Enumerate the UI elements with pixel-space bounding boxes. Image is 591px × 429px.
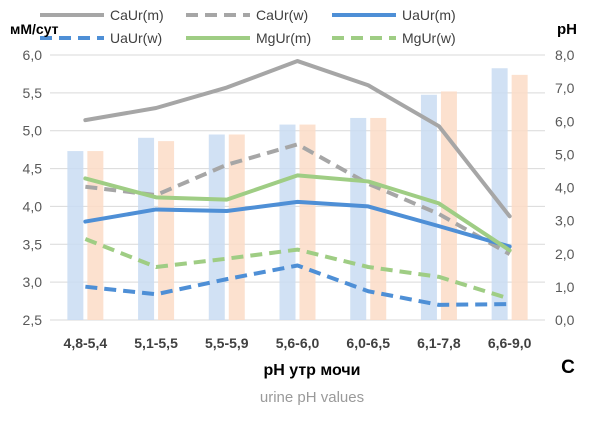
y-left-tick-label: 4,5: [23, 161, 43, 177]
x-tick-label: 5,5-5,9: [205, 335, 249, 351]
y-right-tick-label: 3,0: [555, 213, 575, 229]
y-left-tick-label: 5,5: [23, 85, 43, 101]
bar: [511, 74, 528, 320]
bar: [87, 151, 104, 320]
y-left-tick-label: 5,0: [23, 123, 43, 139]
bar: [299, 124, 316, 320]
y-left-tick-label: 4,0: [23, 198, 43, 214]
series-line: [83, 199, 512, 249]
legend-label: UaUr(w): [110, 30, 162, 46]
y-left-unit-label: мМ/сут: [10, 21, 59, 37]
series-lines: [83, 59, 512, 307]
y-right-tick-label: 4,0: [555, 180, 575, 196]
y-left-tick-label: 3,0: [23, 274, 43, 290]
bars: [67, 68, 528, 320]
series-line: [83, 173, 512, 253]
x-tick-label: 5,6-6,0: [276, 335, 320, 351]
x-tick-label: 6,1-7,8: [417, 335, 461, 351]
bar: [208, 134, 225, 320]
grid: [50, 54, 545, 321]
y-right-tick-label: 2,0: [555, 246, 575, 262]
legend-label: CaUr(m): [110, 7, 164, 23]
x-tick-label: 6,6-9,0: [488, 335, 532, 351]
legend-label: MgUr(w): [402, 30, 456, 46]
panel-letter: C: [561, 357, 575, 378]
bar: [440, 91, 457, 320]
y-right-tick-label: 5,0: [555, 146, 575, 162]
bar: [279, 124, 296, 320]
legend-label: CaUr(w): [256, 7, 308, 23]
legend-label: UaUr(m): [402, 7, 456, 23]
y-left-tick-label: 2,5: [23, 312, 43, 328]
x-tick-label: 4,8-5,4: [64, 335, 108, 351]
y-right-tick-label: 6,0: [555, 113, 575, 129]
bar: [370, 117, 387, 320]
series-line: [83, 59, 512, 219]
series-line: [85, 263, 510, 307]
bar: [138, 137, 155, 320]
y-left-tick-label: 3,5: [23, 236, 43, 252]
x-axis-label: pH утр мочи: [263, 362, 360, 379]
bar: [67, 151, 84, 320]
legend-label: MgUr(m): [256, 30, 311, 46]
bar: [491, 68, 508, 320]
y-right-tick-label: 0,0: [555, 312, 575, 328]
y-right-tick-label: 1,0: [555, 279, 575, 295]
bar: [158, 141, 175, 320]
series-line: [84, 237, 511, 301]
bar: [350, 117, 367, 320]
axes: 2,5 3,0 3,5 4,0 4,5 5,0 5,5 6,0 0,0 1,0 2,0 3,0 4,0 5…: [23, 47, 575, 351]
y-right-unit-label: pH: [557, 21, 577, 38]
y-left-tick-label: 6,0: [23, 47, 43, 63]
x-tick-label: 6,0-6,5: [346, 335, 390, 351]
x-axis-sublabel: urine pH values: [260, 389, 364, 406]
bar: [228, 134, 245, 320]
bar: [420, 94, 437, 320]
y-right-tick-label: 8,0: [555, 47, 575, 63]
x-tick-label: 5,1-5,5: [134, 335, 178, 351]
y-right-tick-label: 7,0: [555, 80, 575, 96]
legend: CaUr(m) CaUr(w) UaUr(m) UaUr(w) MgUr(m) MgUr(…: [40, 7, 456, 46]
